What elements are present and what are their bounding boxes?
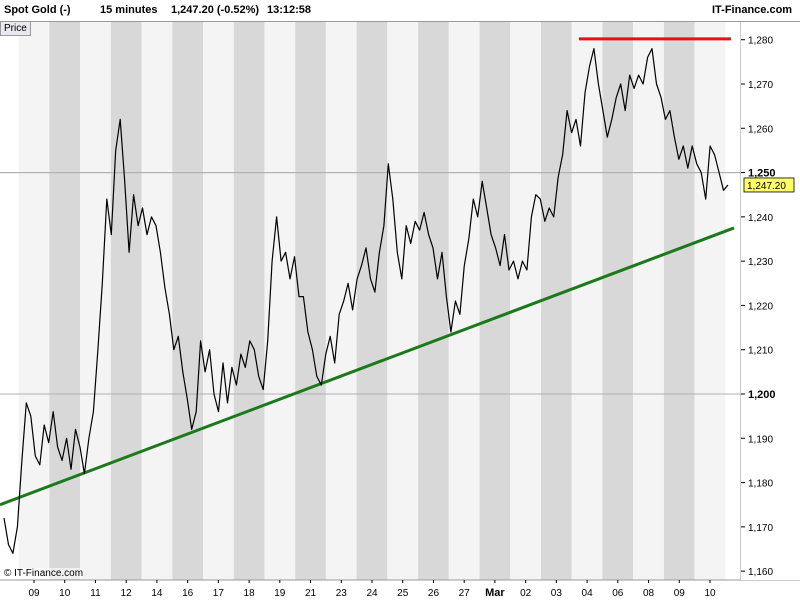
brand-label: IT-Finance.com <box>712 4 793 16</box>
y-axis: 1,160 1,170 1,180 1,190 1,200 1,210 1,220 1,230… <box>741 22 800 580</box>
x-tick-label: 10 <box>59 588 71 599</box>
x-tick-label: 23 <box>336 588 348 599</box>
x-tick-label: 14 <box>151 588 163 599</box>
last-price-marker: 1,247.20 <box>743 177 795 193</box>
day-band <box>633 22 664 580</box>
y-tick-label: 1,240 <box>748 213 773 224</box>
day-band <box>233 22 265 580</box>
y-tick-label: 1,260 <box>748 124 773 135</box>
price-panel-tab[interactable]: Price <box>0 21 31 36</box>
x-tick-label: 06 <box>612 588 624 599</box>
y-tick-label: 1,160 <box>748 567 773 578</box>
day-band <box>479 22 511 580</box>
last-price-label: 1,247.20 <box>747 181 786 192</box>
x-tick-label: 16 <box>182 588 194 599</box>
x-tick-label: 08 <box>643 588 655 599</box>
x-tick-label: Mar <box>485 587 505 599</box>
day-band <box>80 22 111 580</box>
interval-label: 15 minutes <box>100 4 158 16</box>
price-series-line <box>3 47 729 555</box>
day-band <box>172 22 203 580</box>
day-band <box>510 22 541 580</box>
x-tick-label: 26 <box>428 588 440 599</box>
x-tick-label: 02 <box>520 588 532 599</box>
x-tick-label: 19 <box>274 588 286 599</box>
day-band <box>110 22 142 580</box>
y-tick-label: 1,220 <box>748 301 773 312</box>
day-band <box>448 22 480 580</box>
y-tick-label: 1,190 <box>748 434 773 445</box>
day-bands <box>0 22 741 580</box>
day-band <box>325 22 357 580</box>
y-tick-label: 1,230 <box>748 257 773 268</box>
x-axis: 09 10 11 12 14 16 17 18 19 21 23 24 25 26 27 Mar 02 03 04 0… <box>28 580 716 599</box>
day-band <box>264 22 296 580</box>
y-tick-label: 1,250 <box>748 168 776 180</box>
y-tick-label: 1,180 <box>748 479 773 490</box>
x-tick-label: 09 <box>28 588 40 599</box>
x-tick-label: 10 <box>704 588 716 599</box>
x-tick-label: 04 <box>582 588 594 599</box>
y-axis-background <box>741 22 800 580</box>
x-tick-label: 17 <box>213 588 225 599</box>
chart-header: Spot Gold (-) 15 minutes 1,247.20 (-0.52… <box>0 0 800 22</box>
day-band <box>49 22 81 580</box>
x-tick-label: 09 <box>674 588 686 599</box>
day-band <box>571 22 603 580</box>
last-price-box <box>743 177 795 193</box>
x-tick-label: 25 <box>397 588 409 599</box>
day-band <box>541 22 572 580</box>
day-band <box>295 22 326 580</box>
y-tick-label: 1,280 <box>748 36 773 47</box>
copyright-text: © IT-Finance.com <box>4 568 84 579</box>
y-tick-label: 1,210 <box>748 346 773 357</box>
day-band <box>694 22 726 580</box>
y-tick-label: 1,170 <box>748 523 773 534</box>
x-tick-label: 21 <box>305 588 317 599</box>
instrument-name: Spot Gold (-) <box>4 4 71 16</box>
time-label: 13:12:58 <box>267 4 312 16</box>
x-tick-label: 03 <box>551 588 563 599</box>
support-trendline <box>0 226 735 507</box>
day-band <box>418 22 449 580</box>
day-band <box>602 22 634 580</box>
day-band <box>663 22 695 580</box>
day-band <box>203 22 234 580</box>
y-tick-label: 1,200 <box>748 389 776 401</box>
day-band <box>356 22 388 580</box>
y-tick-label: 1,270 <box>748 80 773 91</box>
day-band <box>387 22 419 580</box>
quote-label: 1,247.20 (-0.52%) <box>171 4 260 16</box>
x-tick-label: 11 <box>90 588 101 599</box>
x-tick-label: 12 <box>121 588 133 599</box>
x-tick-label: 27 <box>459 588 471 599</box>
x-tick-label: 24 <box>366 588 378 599</box>
x-tick-label: 18 <box>244 588 256 599</box>
